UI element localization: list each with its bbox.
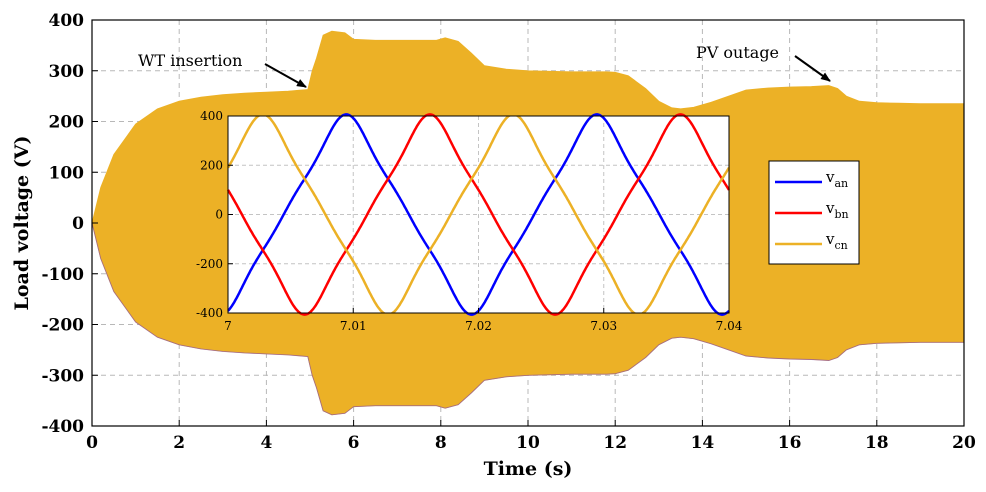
- legend-label-vcn-base: v: [825, 230, 835, 248]
- x-tick-label: 2: [173, 433, 185, 453]
- legend-label-vcn-sub: cn: [834, 239, 847, 252]
- inset-line-vbn: [226, 113, 731, 316]
- inset-y-tick-label: 200: [200, 158, 223, 172]
- inset-x-tick-label: 7.03: [590, 319, 617, 333]
- x-tick-label: 10: [516, 433, 540, 453]
- legend-label-vbn-sub: bn: [834, 208, 848, 221]
- annotation-pv-outage: PV outage: [696, 43, 779, 62]
- inset-y-tick-label: 0: [215, 208, 223, 222]
- inset-y-ticks: -400 -200 0 200 400: [196, 109, 233, 320]
- inset-x-tick-label: 7: [224, 319, 232, 333]
- inset-x-tick-label: 7.01: [340, 319, 367, 333]
- x-tick-label: 4: [260, 433, 272, 453]
- inset-line-vcn: [226, 113, 731, 316]
- x-tick-label: 12: [603, 433, 627, 453]
- x-axis-ticks: 0 2 4 6 8 10 12 14 16 18 20: [86, 420, 976, 453]
- inset-legend: van vbn vcn: [768, 160, 860, 265]
- inset-x-tick-label: 7.04: [716, 319, 743, 333]
- annotation-pv-outage-arrow: [794, 55, 831, 82]
- x-tick-label: 0: [86, 433, 98, 453]
- annotations: WT insertion PV outage: [138, 43, 831, 88]
- legend-label-van-sub: an: [834, 177, 848, 190]
- inset-y-tick-label: 400: [200, 109, 223, 123]
- legend-label-vbn-base: v: [825, 199, 835, 217]
- voltage-envelope-lower-edge: [91, 222, 964, 416]
- x-tick-label: 20: [952, 433, 976, 453]
- x-tick-label: 8: [435, 433, 447, 453]
- legend-label-van: van: [825, 168, 848, 190]
- y-tick-label: -300: [41, 366, 84, 386]
- y-axis-ticks: -400 -300 -200 -100 0 100 200 300 400: [41, 11, 98, 437]
- x-tick-label: 6: [348, 433, 360, 453]
- y-tick-label: -100: [41, 265, 84, 285]
- annotation-wt-insertion: WT insertion: [138, 51, 242, 70]
- y-tick-label: -400: [41, 417, 84, 437]
- y-axis-title: Load voltage (V): [11, 136, 33, 311]
- y-tick-label: 300: [49, 62, 85, 82]
- y-tick-label: 0: [72, 214, 84, 234]
- inset-grid: [228, 116, 729, 313]
- x-tick-label: 18: [865, 433, 889, 453]
- x-tick-label: 16: [778, 433, 802, 453]
- inset-y-tick-label: -400: [196, 306, 223, 320]
- inset-y-tick-label: -200: [196, 257, 223, 271]
- legend-label-vcn: vcn: [825, 230, 848, 252]
- inset-x-tick-label: 7.02: [465, 319, 492, 333]
- y-tick-label: 100: [49, 163, 85, 183]
- x-axis-title: Time (s): [484, 458, 573, 480]
- legend-label-vbn: vbn: [825, 199, 849, 221]
- y-tick-label: -200: [41, 316, 84, 336]
- y-tick-label: 400: [49, 11, 85, 31]
- annotation-wt-insertion-arrow: [264, 63, 307, 88]
- x-tick-label: 14: [691, 433, 715, 453]
- inset-x-ticks: 7 7.01 7.02 7.03 7.04: [224, 308, 743, 333]
- legend-label-van-base: v: [825, 168, 835, 186]
- inset-phase-voltages: 7 7.01 7.02 7.03 7.04 -400 -200 0 200 400: [196, 109, 743, 333]
- y-tick-label: 200: [49, 113, 85, 133]
